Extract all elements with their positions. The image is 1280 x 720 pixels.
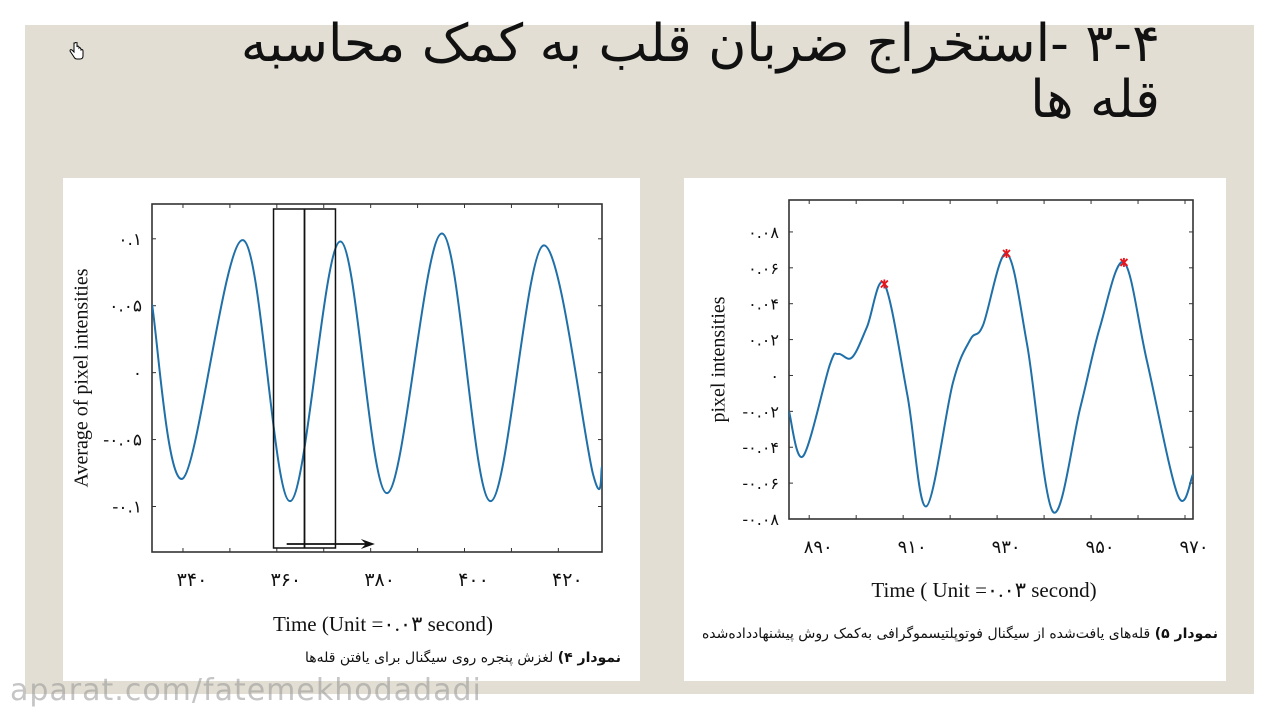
figure-5-panel: ۸۹۰ ۹۱۰ ۹۳۰ ۹۵۰ ۹۷۰ ۰.۰۸ ۰.۰۶ ۰.۰۴ ۰.۰۲ ۰ -۰.۰۲ -۰.… [684,178,1226,681]
y-tick-label: ۰.۱ [118,230,142,250]
y-tick-label: ۰.۰۶ [748,259,779,278]
y-axis-label: pixel intensities [708,296,730,422]
figure-4-x-axis-label: Time (Unit =۰.۰۳ second) [273,612,493,636]
figure-4-caption-text: لغزش پنجره روی سیگنال برای یافتن قله‌ها [304,650,558,666]
y-tick-label: -۰.۰۲ [742,402,779,421]
arrow-right-icon [286,539,375,549]
y-tick-label: -۰.۰۵ [103,431,142,451]
slide-title-line-2: قله ها [1030,70,1160,130]
y-tick-label: -۰.۱ [112,497,142,517]
hand-pointer-cursor-icon [69,42,84,60]
figure-5-x-axis-label: Time ( Unit =۰.۰۳ second) [871,578,1097,602]
x-tick-label: ۳۸۰ [364,569,395,591]
figure-4-caption: نمودار ۴) لغزش پنجره روی سیگنال برای یاف… [93,650,621,666]
y-tick-label: ۰ [770,366,779,385]
y-tick-label: -۰.۰۸ [742,510,779,529]
x-tick-label: ۴۰۰ [458,569,489,591]
signal-line [152,232,602,503]
figure-5-chart: ۸۹۰ ۹۱۰ ۹۳۰ ۹۵۰ ۹۷۰ ۰.۰۸ ۰.۰۶ ۰.۰۴ ۰.۰۲ ۰ -۰.۰۲ -۰.… [708,199,1209,558]
y-tick-label: -۰.۰۶ [742,474,779,493]
x-tick-label: ۳۶۰ [271,569,302,591]
sliding-window [272,208,337,549]
slide-title-line-1: ۳-۴ -استخراج ضربان قلب به کمک محاسبه [240,14,1160,74]
slide-title: ۳-۴ -استخراج ضربان قلب به کمک محاسبه قله… [80,16,1160,128]
x-tick-label: ۹۷۰ [1180,537,1209,558]
axes: ۳۴۰ ۳۶۰ ۳۸۰ ۴۰۰ ۴۲۰ ۰.۱ ۰.۰۵ ۰ -۰.۰۵ -۰.۱ Average … [71,203,603,591]
x-tick-label: ۳۴۰ [177,569,208,591]
x-tick-label: ۸۹۰ [804,537,833,558]
y-tick-label: ۰ [133,364,142,384]
y-tick-label: ۰.۰۴ [748,295,779,314]
y-axis-label: Average of pixel intensities [71,268,93,487]
figure-5-caption: نمودار ۵) قله‌های یافت‌شده از سیگنال فوت… [692,622,1218,646]
figure-4-panel: ۳۴۰ ۳۶۰ ۳۸۰ ۴۰۰ ۴۲۰ ۰.۱ ۰.۰۵ ۰ -۰.۰۵ -۰.۱ Average … [63,178,640,681]
y-tick-label: ۰.۰۸ [748,223,779,242]
peak-marker-icon [880,279,889,289]
watermark: aparat.com/fatemekhodadadi [10,673,482,708]
y-tick-label: ۰.۰۵ [109,297,142,317]
peak-marker-icon [1119,257,1129,267]
figure-5-caption-number: نمودار ۵) [1154,626,1218,642]
y-tick-label: -۰.۰۴ [742,438,779,457]
axes: ۸۹۰ ۹۱۰ ۹۳۰ ۹۵۰ ۹۷۰ ۰.۰۸ ۰.۰۶ ۰.۰۴ ۰.۰۲ ۰ -۰.۰۲ -۰.… [708,199,1209,558]
figure-5-caption-text: قله‌های یافت‌شده از سیگنال فوتوپلتیسموگر… [701,626,1155,642]
x-tick-label: ۴۲۰ [552,569,583,591]
peak-marker-icon [1002,248,1011,258]
x-tick-label: ۹۵۰ [1086,537,1115,558]
y-tick-label: ۰.۰۲ [748,331,779,350]
x-tick-label: ۹۳۰ [992,537,1021,558]
figure-4-chart: ۳۴۰ ۳۶۰ ۳۸۰ ۴۰۰ ۴۲۰ ۰.۱ ۰.۰۵ ۰ -۰.۰۵ -۰.۱ Average … [71,203,603,591]
figure-4-caption-number: نمودار ۴) [557,650,621,666]
signal-line [789,252,1193,514]
x-tick-label: ۹۱۰ [898,537,927,558]
